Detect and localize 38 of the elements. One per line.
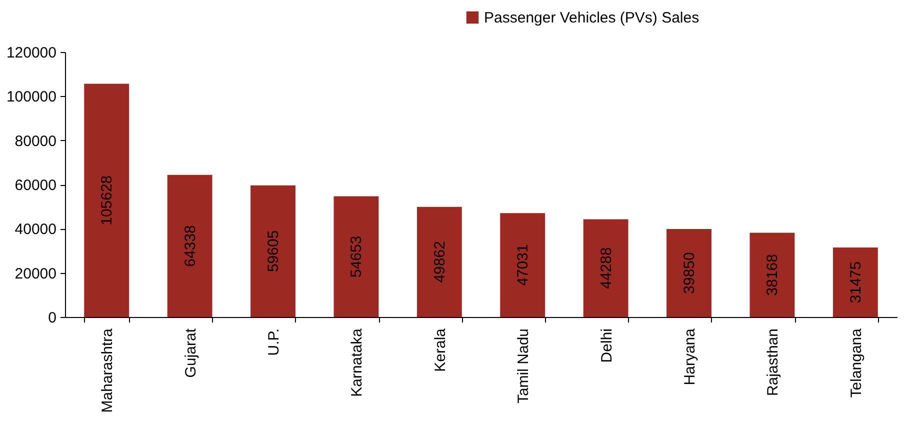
bar [750,232,795,317]
y-tick-label: 100000 [6,88,56,106]
data-label: 105628 [98,175,116,226]
bar [84,84,130,317]
y-tick-label: 80000 [14,132,56,150]
bar [666,229,712,317]
legend-label: Passenger Vehicles (PVs) Sales [484,10,700,26]
x-tick-label: Karnataka [348,328,366,397]
x-tick-label: Delhi [598,328,616,363]
bar [500,213,546,317]
data-label: 39850 [681,252,698,294]
bar [416,206,462,317]
x-tick-label: Maharashtra [99,328,116,413]
x-tick-label: Tamil Nadu [515,328,532,404]
x-tick-label: Kerala [432,328,449,372]
bar [583,219,628,317]
x-tick-label: Haryana [682,328,698,386]
x-tick-label: Telangana [848,328,865,398]
data-label: 47031 [514,244,532,286]
y-tick-label: 20000 [14,265,56,282]
bar [167,174,212,317]
x-tick-label: Rajasthan [764,328,782,396]
y-tick-label: 0 [48,310,56,326]
data-label: 54653 [348,236,366,278]
y-tick-label: 40000 [14,221,56,238]
x-tick-label: U.P. [266,328,282,356]
data-label: 44288 [598,247,615,289]
data-label: 49862 [431,241,448,283]
bar [334,196,379,317]
data-label: 31475 [847,261,864,304]
bar [250,185,296,317]
data-label: 64338 [182,225,199,267]
bar [832,247,878,317]
y-tick-label: 120000 [6,44,56,62]
data-label: 38168 [764,254,782,296]
data-label: 59605 [265,230,282,272]
y-tick-label: 60000 [14,177,56,194]
x-tick-label: Gujarat [182,328,200,378]
